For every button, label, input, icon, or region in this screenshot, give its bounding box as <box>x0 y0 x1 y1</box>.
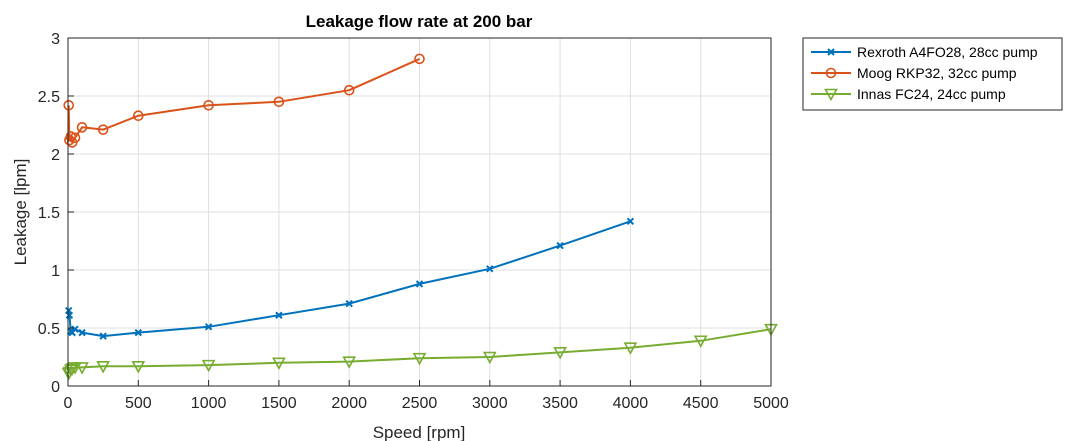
moog-point <box>203 99 214 111</box>
x-tick-label: 1500 <box>261 395 297 412</box>
y-tick-label: 1 <box>51 263 60 280</box>
innas-point <box>342 356 357 369</box>
moog-point <box>97 124 109 135</box>
innas-point <box>68 362 82 375</box>
y-axis-label: Leakage [lpm] <box>11 159 30 266</box>
innas-point <box>75 362 89 375</box>
x-tick-label: 2000 <box>331 395 367 412</box>
y-tick-label: 0.5 <box>38 321 60 338</box>
rexroth-point <box>65 311 74 319</box>
y-tick-label: 1.5 <box>38 205 60 222</box>
rexroth-point <box>99 332 107 340</box>
moog-point <box>76 122 88 133</box>
innas-point <box>272 357 286 370</box>
rexroth-point <box>626 217 635 225</box>
y-tick-label: 0 <box>51 379 60 396</box>
moog-point <box>343 84 355 96</box>
innas-point <box>482 351 497 365</box>
moog-series <box>63 53 425 148</box>
moog-point <box>69 132 81 144</box>
innas-point <box>553 347 567 360</box>
moog-point <box>273 96 285 108</box>
legend-label: Innas FC24, 24cc pump <box>857 86 1006 102</box>
x-tick-label: 5000 <box>753 395 789 412</box>
innas-series <box>61 323 778 381</box>
moog-point <box>65 131 77 142</box>
legend-label: Rexroth A4FO28, 28cc pump <box>857 44 1038 60</box>
legend-moog-point <box>825 67 837 79</box>
rexroth-point <box>78 328 86 337</box>
legend-label: Moog RKP32, 32cc pump <box>857 65 1017 81</box>
legend-item-moog: Moog RKP32, 32cc pump <box>811 65 1017 81</box>
x-tick-label: 4000 <box>613 395 649 412</box>
rexroth-point <box>486 265 494 273</box>
chart-title: Leakage flow rate at 200 bar <box>306 12 533 31</box>
innas-point <box>412 352 427 366</box>
x-tick-label: 2500 <box>402 395 438 412</box>
rexroth-point <box>345 299 353 308</box>
x-tick-label: 500 <box>125 395 152 412</box>
y-tick-label: 2.5 <box>38 89 60 106</box>
rexroth-point <box>204 323 213 331</box>
innas-point <box>131 360 146 374</box>
moog-line <box>67 57 420 144</box>
innas-point <box>96 360 111 374</box>
legend-item-innas: Innas FC24, 24cc pump <box>811 86 1006 102</box>
rexroth-series <box>64 217 635 340</box>
innas-point <box>65 363 80 376</box>
legend-innas-point <box>824 88 838 102</box>
x-tick-label: 0 <box>64 395 73 412</box>
legend-rexroth-point <box>827 48 835 56</box>
x-tick-label: 4500 <box>683 395 719 412</box>
rexroth-point <box>275 311 283 319</box>
moog-point <box>63 99 75 111</box>
innas-point <box>693 335 708 348</box>
grid <box>67 37 772 387</box>
moog-point <box>414 53 425 65</box>
rexroth-point <box>556 241 564 250</box>
rexroth-point <box>71 325 79 333</box>
x-tick-label: 3000 <box>472 395 508 412</box>
x-axis-label: Speed [rpm] <box>373 423 466 441</box>
y-tick-label: 2 <box>51 147 60 164</box>
legend-item-rexroth: Rexroth A4FO28, 28cc pump <box>811 44 1038 60</box>
rexroth-point <box>134 328 143 337</box>
rexroth-point <box>415 280 424 288</box>
innas-point <box>201 359 216 373</box>
axis-ticks: 0 500 1000 1500 2000 2500 3000 3500 4000 4500 5000… <box>38 31 789 412</box>
x-tick-label: 1000 <box>191 395 227 412</box>
legend: Rexroth A4FO28, 28cc pump Moog RKP32, 32c… <box>802 37 1063 111</box>
moog-point <box>133 110 144 122</box>
series-layer <box>61 53 778 381</box>
innas-point <box>623 342 638 355</box>
x-tick-label: 3500 <box>542 395 578 412</box>
y-tick-label: 3 <box>51 31 60 48</box>
